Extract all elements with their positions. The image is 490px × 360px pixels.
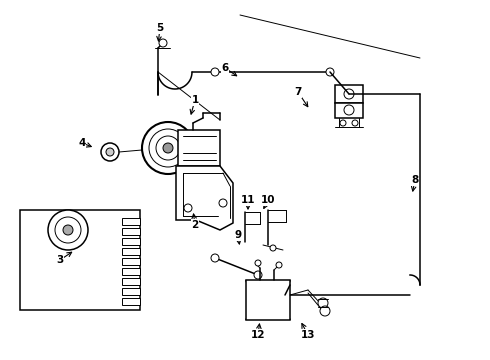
Circle shape — [340, 120, 346, 126]
Text: 5: 5 — [156, 23, 164, 33]
Text: 3: 3 — [56, 255, 64, 265]
Bar — [122, 298, 140, 305]
Text: 1: 1 — [192, 95, 198, 105]
Bar — [246, 280, 290, 320]
Text: 12: 12 — [251, 330, 265, 340]
Text: 7: 7 — [294, 87, 302, 97]
Circle shape — [270, 245, 276, 251]
Circle shape — [184, 204, 192, 212]
Circle shape — [149, 129, 187, 167]
Text: 11: 11 — [241, 195, 255, 205]
Bar — [122, 268, 140, 275]
Bar — [122, 218, 140, 225]
Circle shape — [344, 105, 354, 115]
Circle shape — [55, 217, 81, 243]
Circle shape — [320, 306, 330, 316]
Circle shape — [352, 120, 358, 126]
Text: 9: 9 — [234, 230, 242, 240]
Bar — [178, 130, 220, 166]
Bar — [122, 228, 140, 235]
Bar — [122, 238, 140, 245]
Text: 10: 10 — [261, 195, 275, 205]
Circle shape — [156, 136, 180, 160]
Bar — [122, 278, 140, 285]
Bar — [122, 248, 140, 255]
Bar — [20, 210, 140, 310]
Text: 13: 13 — [301, 330, 315, 340]
Circle shape — [318, 298, 328, 308]
Circle shape — [106, 148, 114, 156]
Text: 6: 6 — [221, 63, 229, 73]
Circle shape — [159, 39, 167, 47]
Circle shape — [254, 271, 262, 279]
Circle shape — [255, 260, 261, 266]
Text: 2: 2 — [192, 220, 198, 230]
Circle shape — [48, 210, 88, 250]
Circle shape — [142, 122, 194, 174]
Bar — [122, 258, 140, 265]
Bar — [122, 288, 140, 295]
Circle shape — [101, 143, 119, 161]
Circle shape — [219, 199, 227, 207]
Circle shape — [211, 68, 219, 76]
Circle shape — [326, 68, 334, 76]
Text: 8: 8 — [412, 175, 418, 185]
Bar — [335, 85, 363, 103]
Circle shape — [163, 143, 173, 153]
Circle shape — [344, 89, 354, 99]
Polygon shape — [176, 166, 233, 230]
Circle shape — [276, 262, 282, 268]
Bar — [335, 103, 363, 118]
Circle shape — [63, 225, 73, 235]
Circle shape — [211, 254, 219, 262]
Text: 4: 4 — [78, 138, 86, 148]
